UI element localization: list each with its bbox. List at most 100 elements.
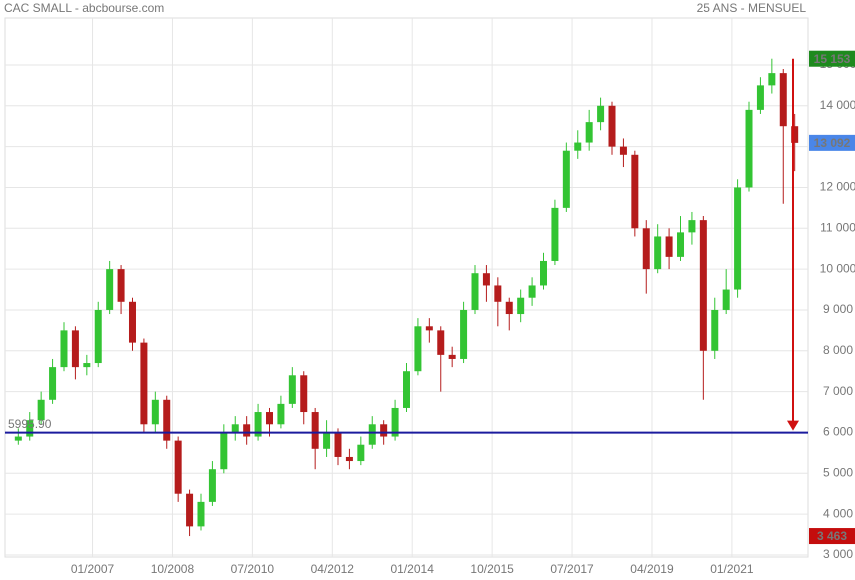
y-tick-label: 14 000 <box>820 98 855 112</box>
candle-body <box>585 122 593 143</box>
y-tick-label: 9 000 <box>823 302 853 316</box>
price-tag <box>809 134 855 151</box>
y-tick-label: 12 000 <box>820 180 855 194</box>
candle-body <box>300 375 308 413</box>
candle-body <box>186 493 194 527</box>
candle-body <box>49 367 57 400</box>
candle-body <box>243 424 251 437</box>
y-tick-label: 3 000 <box>823 547 853 561</box>
candle-body <box>265 412 273 425</box>
candle-body <box>323 432 331 449</box>
candle-body <box>562 150 570 208</box>
candle-body <box>140 342 148 425</box>
candle-body <box>756 85 764 110</box>
candle-body <box>494 285 502 302</box>
candle-body <box>277 403 285 425</box>
chart-title: CAC SMALL - abcbourse.com <box>4 1 164 15</box>
candle-body <box>403 371 410 408</box>
candle-body <box>471 273 479 310</box>
price-tag-label: 13 092 <box>814 136 851 150</box>
price-tag <box>809 50 855 67</box>
candle-body <box>208 469 216 502</box>
candle-body <box>665 236 673 257</box>
candle-body <box>791 126 799 143</box>
candle-body <box>106 269 114 310</box>
y-tick-label: 11 000 <box>820 220 855 234</box>
candle-body <box>357 444 365 462</box>
x-tick-label: 04/2019 <box>630 562 674 576</box>
candle-body <box>197 501 205 527</box>
candle-body <box>254 412 262 437</box>
candle-body <box>14 436 22 441</box>
y-tick-label: 6 000 <box>823 425 853 439</box>
candle-body <box>220 432 228 470</box>
candle-body <box>437 330 445 355</box>
candle-body <box>654 236 662 270</box>
candle-body <box>677 232 685 257</box>
chart-subtitle: 25 ANS - MENSUEL <box>697 1 807 15</box>
candle-body <box>699 220 707 351</box>
candle-body <box>768 73 776 86</box>
candle-body <box>288 375 296 404</box>
candle-body <box>551 207 559 261</box>
candle-body <box>597 105 605 123</box>
candle-body <box>334 432 342 457</box>
y-tick-label: 8 000 <box>823 343 853 357</box>
price-tag-label: 15 153 <box>814 52 851 66</box>
candle-body <box>94 309 102 364</box>
candle-body <box>231 424 239 433</box>
candle-body <box>83 363 91 368</box>
candle-body <box>631 154 639 229</box>
candle-body <box>482 273 490 286</box>
candle-body <box>117 269 125 302</box>
y-tick-label: 4 000 <box>823 506 853 520</box>
candle-body <box>642 228 650 270</box>
x-tick-label: 01/2021 <box>710 562 754 576</box>
candle-body <box>391 407 399 437</box>
candle-body <box>574 142 582 151</box>
plot-area <box>4 17 809 558</box>
candle-body <box>528 285 536 298</box>
y-tick-label: 5 000 <box>823 465 853 479</box>
price-tag <box>809 528 855 545</box>
candle-body <box>460 309 468 359</box>
support-label: 5995.90 <box>8 417 52 431</box>
y-tick-label: 7 000 <box>823 384 853 398</box>
candle-body <box>734 187 742 290</box>
candle-body <box>163 399 171 441</box>
candle-body <box>505 301 513 315</box>
candle-body <box>345 456 353 462</box>
candle-body <box>60 330 68 368</box>
candle-body <box>380 424 388 437</box>
candle-body <box>368 424 376 445</box>
price-tag-label: 3 463 <box>817 529 847 543</box>
x-tick-label: 07/2017 <box>550 562 594 576</box>
candle-body <box>722 289 730 310</box>
candle-body <box>151 399 159 425</box>
x-tick-label: 01/2007 <box>71 562 115 576</box>
x-tick-label: 04/2012 <box>311 562 355 576</box>
candle-body <box>745 109 753 188</box>
candle-body <box>540 260 548 286</box>
candle-body <box>448 354 456 359</box>
arrow-head <box>787 420 799 431</box>
y-tick-label: 10 000 <box>820 261 855 275</box>
candle-body <box>619 146 627 155</box>
candle-body <box>688 220 696 233</box>
candle-body <box>608 105 616 147</box>
x-tick-label: 10/2008 <box>151 562 195 576</box>
candle-body <box>174 440 182 494</box>
x-tick-label: 01/2014 <box>391 562 435 576</box>
candle-body <box>26 420 34 437</box>
candle-body <box>128 301 136 343</box>
candle-body <box>414 326 422 372</box>
candle-body <box>37 399 45 421</box>
x-tick-label: 10/2015 <box>470 562 514 576</box>
candle-body <box>779 73 787 127</box>
candle-body <box>711 309 719 351</box>
candle-body <box>425 326 433 331</box>
candle-body <box>71 330 79 368</box>
x-tick-label: 07/2010 <box>231 562 275 576</box>
candle-body <box>311 412 319 449</box>
